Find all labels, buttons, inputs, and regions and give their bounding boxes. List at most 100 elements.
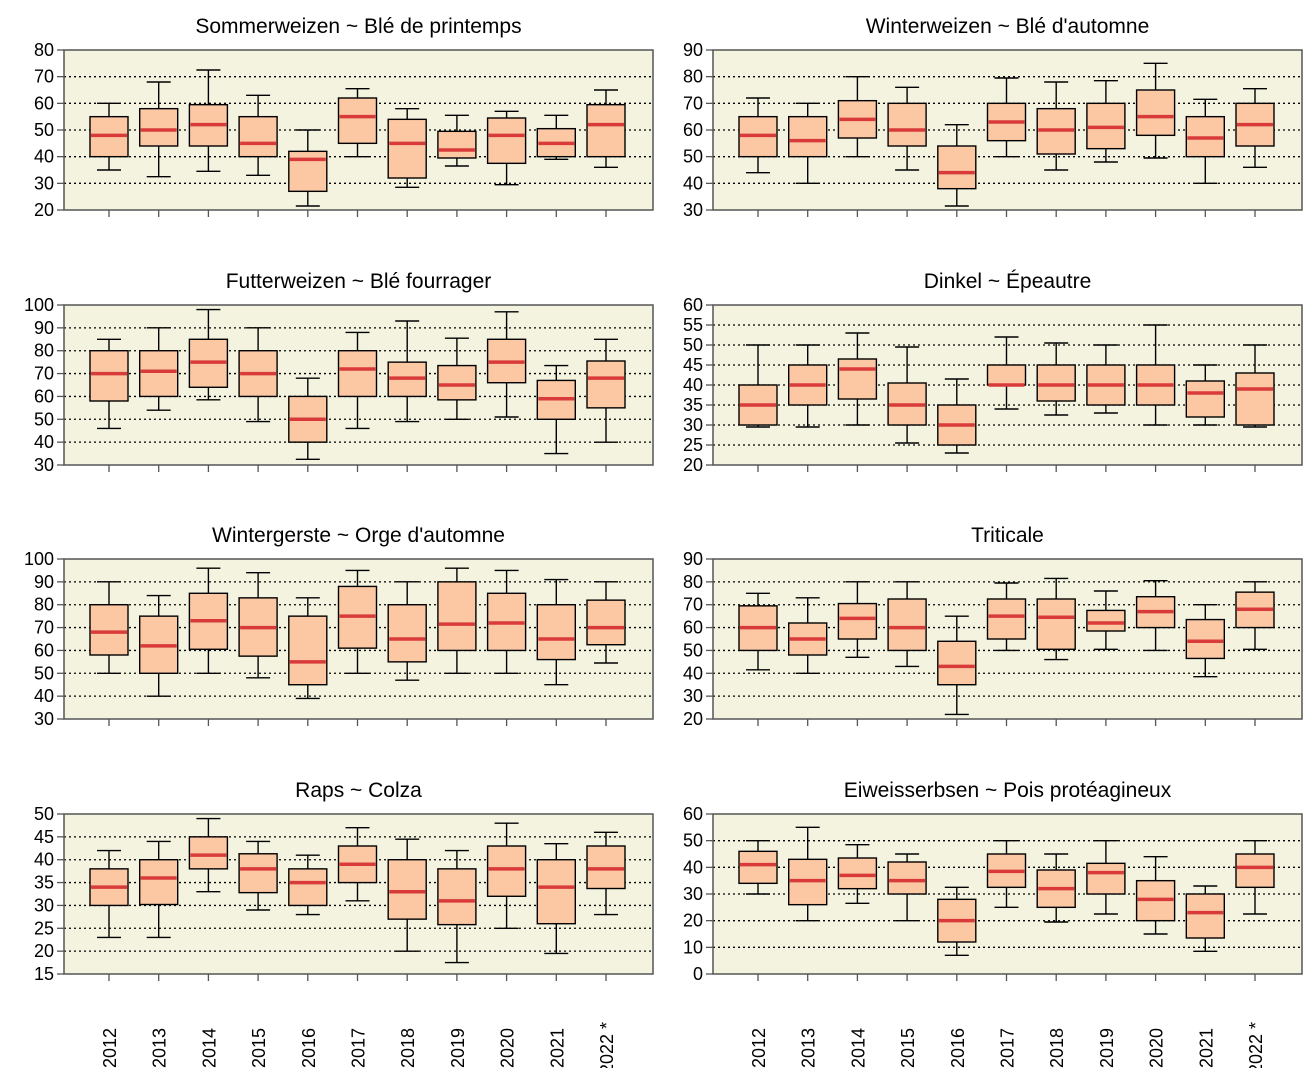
plot-frame (63, 813, 654, 975)
x-tick-label: 2019 (448, 1028, 468, 1068)
x-tick-label: 2018 (398, 1028, 418, 1068)
plot-frame (63, 558, 654, 720)
box-iqr (1086, 609, 1126, 632)
box-iqr (788, 115, 828, 158)
box-iqr (986, 598, 1027, 640)
y-tick-label: 90 (34, 572, 54, 592)
y-tick-label: 50 (683, 640, 703, 660)
x-tick-label: 2022 * (1246, 1022, 1266, 1068)
chart-title: Triticale (971, 524, 1044, 547)
y-tick-label: 80 (683, 572, 703, 592)
x-tick-label: 2021 (547, 1028, 567, 1068)
box-iqr (1185, 380, 1226, 418)
x-tick-label: 2018 (1047, 1028, 1067, 1068)
box-iqr (536, 604, 576, 661)
box-iqr (1185, 893, 1226, 939)
box-iqr (387, 604, 427, 663)
y-tick-label: 55 (683, 315, 703, 335)
box-iqr (986, 364, 1027, 386)
box-iqr (288, 868, 328, 907)
y-tick-label: 40 (34, 850, 54, 870)
y-tick-label: 60 (683, 120, 703, 140)
box-iqr (1036, 364, 1076, 402)
y-tick-label: 15 (34, 964, 54, 984)
box-iqr (1235, 853, 1275, 889)
box-iqr (437, 581, 477, 652)
box-iqr (387, 118, 427, 179)
y-tick-label: 60 (683, 295, 703, 315)
x-tick-label: 2015 (898, 1028, 918, 1068)
y-tick-label: 50 (683, 147, 703, 167)
x-tick-label: 2020 (1147, 1028, 1167, 1068)
y-tick-label: 20 (683, 911, 703, 931)
box-iqr (437, 130, 477, 159)
y-tick-label: 10 (683, 937, 703, 957)
y-tick-label: 45 (34, 827, 54, 847)
box-iqr (188, 836, 229, 870)
x-tick-label: 2014 (199, 1028, 219, 1068)
box-iqr (288, 615, 328, 686)
x-tick-label: 2017 (349, 1028, 369, 1068)
y-tick-label: 30 (683, 200, 703, 220)
box-iqr (1135, 89, 1176, 137)
box-iqr (486, 117, 527, 165)
y-tick-label: 100 (24, 295, 54, 315)
y-tick-label: 70 (34, 364, 54, 384)
box-iqr (1036, 598, 1076, 650)
y-tick-label: 50 (34, 804, 54, 824)
box-iqr (1235, 372, 1275, 426)
box-iqr (837, 857, 878, 890)
y-tick-label: 20 (683, 455, 703, 475)
plot-frame (712, 558, 1303, 720)
box-iqr (89, 604, 129, 656)
y-tick-label: 80 (34, 341, 54, 361)
y-tick-label: 80 (34, 595, 54, 615)
chart-title: Winterweizen ~ Blé d'automne (866, 15, 1150, 38)
y-tick-label: 70 (683, 93, 703, 113)
box-iqr (937, 145, 977, 190)
y-tick-label: 20 (683, 709, 703, 729)
y-tick-label: 80 (34, 40, 54, 60)
x-tick-label: 2016 (299, 1028, 319, 1068)
box-iqr (837, 602, 878, 640)
x-tick-label: 2020 (498, 1028, 518, 1068)
box-iqr (89, 350, 129, 402)
x-tick-label: 2019 (1097, 1028, 1117, 1068)
box-iqr (437, 364, 477, 401)
y-tick-label: 25 (34, 918, 54, 938)
y-tick-label: 40 (683, 663, 703, 683)
y-tick-label: 30 (34, 173, 54, 193)
y-tick-label: 50 (34, 409, 54, 429)
box-iqr (337, 350, 378, 398)
y-tick-label: 60 (683, 618, 703, 638)
y-tick-label: 50 (34, 663, 54, 683)
y-tick-label: 30 (683, 884, 703, 904)
y-tick-label: 0 (693, 964, 703, 984)
box-iqr (586, 599, 626, 646)
y-tick-label: 90 (683, 40, 703, 60)
box-iqr (1185, 618, 1226, 660)
chart-panel: Winterweizen ~ Blé d'automne 30 40 50 60 70 80… (683, 15, 1303, 220)
y-tick-label: 50 (683, 335, 703, 355)
box-iqr (738, 850, 778, 885)
x-tick-label: 2014 (848, 1028, 868, 1068)
y-tick-label: 60 (683, 804, 703, 824)
y-tick-label: 35 (34, 873, 54, 893)
chart-panel: Eiweisserbsen ~ Pois protéagineux 0 10 20 30… (683, 779, 1303, 1068)
x-tick-label: 2021 (1196, 1028, 1216, 1068)
x-tick-label: 2013 (150, 1028, 170, 1068)
box-iqr (837, 358, 878, 400)
y-tick-label: 60 (34, 93, 54, 113)
y-tick-label: 90 (683, 549, 703, 569)
plot-frame (63, 304, 654, 466)
box-iqr (238, 853, 278, 894)
y-tick-label: 40 (683, 857, 703, 877)
chart-title: Raps ~ Colza (295, 779, 422, 802)
y-tick-label: 20 (34, 941, 54, 961)
x-tick-label: 2016 (948, 1028, 968, 1068)
box-iqr (1086, 862, 1126, 895)
